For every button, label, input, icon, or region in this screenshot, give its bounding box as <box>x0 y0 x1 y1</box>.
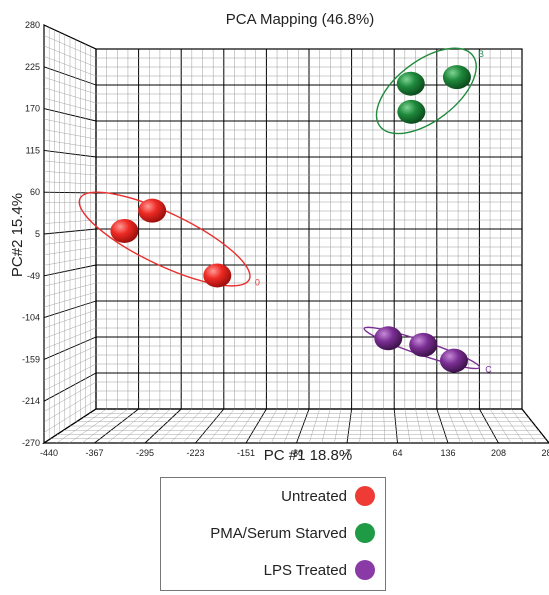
chart-title: PCA Mapping (46.8%) <box>226 11 374 28</box>
data-point <box>110 218 139 243</box>
legend-item-pma-serum-starved: PMA/Serum Starved <box>210 521 375 545</box>
y-tick-label: 170 <box>25 104 40 114</box>
y-tick-label: 115 <box>26 145 40 155</box>
legend-label: LPS Treated <box>263 561 347 579</box>
x-tick-label: 64 <box>392 448 402 458</box>
data-points <box>110 65 471 373</box>
data-point <box>409 332 438 357</box>
x-tick-label: -223 <box>186 448 204 458</box>
ellipse-tag: C <box>485 365 492 375</box>
ellipse-tag: 0 <box>255 277 260 287</box>
legend-label: Untreated <box>281 487 347 505</box>
data-point <box>374 326 403 351</box>
y-tick-label: -104 <box>22 313 40 323</box>
legend-swatch-purple <box>355 560 375 580</box>
y-tick-label: 280 <box>25 20 40 30</box>
x-axis-label: PC #1 18.8% <box>264 447 352 464</box>
y-tick-label: 60 <box>30 187 40 197</box>
cluster-ellipses: 0 B C <box>78 47 492 375</box>
x-tick-label: -151 <box>237 448 255 458</box>
data-point <box>397 99 426 124</box>
data-point <box>442 65 471 90</box>
legend-item-untreated: Untreated <box>281 484 375 508</box>
y-tick-label: 5 <box>35 229 40 239</box>
legend-swatch-red <box>355 486 375 506</box>
legend-label: PMA/Serum Starved <box>210 524 347 542</box>
cluster-ellipse <box>78 191 251 287</box>
tick-labels: 280 225 170 115 60 5 -49 -104 -159 -214 -270-440 -3… <box>22 20 549 458</box>
y-tick-label: -214 <box>22 396 40 406</box>
x-tick-label: -295 <box>136 448 154 458</box>
y-axis-label: PC#2 15.4% <box>9 193 26 277</box>
x-tick-label: 280 <box>541 448 549 458</box>
ellipse-tag: B <box>478 49 484 59</box>
legend-item-lps-treated: LPS Treated <box>264 558 375 582</box>
x-tick-label: -367 <box>85 448 103 458</box>
cluster-ellipse <box>375 47 477 135</box>
data-point <box>439 348 468 373</box>
y-tick-label: -49 <box>27 271 40 281</box>
x-tick-label: -7 <box>343 448 351 458</box>
legend-swatch-green <box>355 523 375 543</box>
y-tick-label: -270 <box>22 438 40 448</box>
data-point <box>203 263 232 288</box>
x-tick-label: -80 <box>290 448 303 458</box>
y-tick-label: -159 <box>22 354 40 364</box>
x-tick-label: 136 <box>440 448 455 458</box>
legend: Untreated PMA/Serum Starved LPS Treated <box>160 477 386 591</box>
data-point <box>396 71 425 96</box>
x-tick-label: -440 <box>40 448 58 458</box>
data-point <box>138 198 167 223</box>
y-tick-label: 225 <box>25 62 40 72</box>
x-tick-label: 208 <box>491 448 506 458</box>
